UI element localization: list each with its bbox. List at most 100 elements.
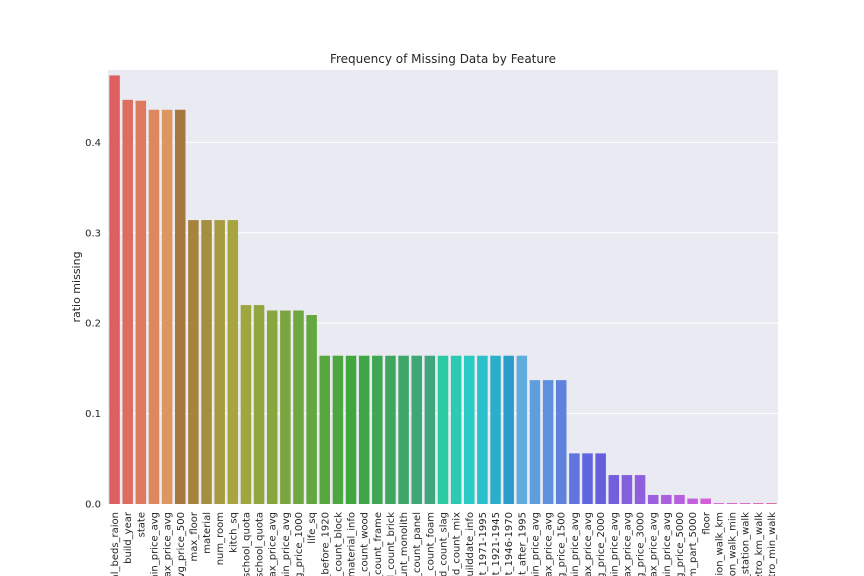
- x-tick-label: builddate_info: [465, 512, 476, 576]
- bar: [266, 310, 278, 504]
- x-tick-label: max_price_avg: [649, 512, 660, 576]
- bar: [621, 475, 633, 504]
- bar: [674, 494, 685, 504]
- bar: [464, 355, 475, 504]
- x-tick-label: min_price_avg: [570, 512, 581, 576]
- x-tick-label: unt_1946-1970: [504, 512, 515, 576]
- y-tick-label: 0.3: [85, 228, 101, 239]
- x-tick-label: avg_price_500: [176, 512, 187, 576]
- x-tick-label: l_material_info: [347, 512, 358, 576]
- x-tick-label: tation_walk_km: [714, 512, 725, 576]
- bar: [345, 355, 357, 504]
- bar: [201, 220, 212, 504]
- bars: [109, 75, 777, 505]
- x-tick-label: avg_price_1000: [294, 512, 305, 576]
- y-tick-label: 0.2: [85, 319, 101, 330]
- x-tick-label: min_price_avg: [530, 512, 541, 576]
- x-tick-label: max_price_avg: [268, 512, 279, 576]
- bar: [687, 498, 698, 504]
- x-tick-label: max_price_avg: [163, 512, 174, 576]
- x-tick-label: min_price_avg: [609, 512, 620, 576]
- x-tick-label: om_part_5000: [688, 512, 699, 576]
- bar: [726, 503, 738, 504]
- bar: [516, 355, 528, 504]
- bar: [503, 355, 514, 504]
- x-tick-label: d_count_panel: [412, 512, 423, 576]
- x-tick-label: ation_walk_min: [728, 512, 739, 576]
- x-tick-label: build_year: [123, 511, 134, 564]
- bar: [753, 503, 764, 504]
- bar: [306, 315, 317, 504]
- x-tick-label: _station_walk: [741, 512, 752, 576]
- x-tick-label: avg_price_3000: [636, 512, 647, 576]
- x-tick-labels: al_beds_raion build_year state min_price_av…: [110, 511, 778, 576]
- bar: [332, 355, 344, 504]
- x-tick-label: unt_1921-1945: [491, 512, 502, 576]
- x-tick-label: floor: [701, 511, 712, 535]
- x-tick-label: life_sq: [307, 512, 318, 544]
- bar: [227, 220, 239, 504]
- x-tick-label: eschool_quota: [241, 512, 252, 576]
- bar: [240, 305, 252, 504]
- x-tick-label: d_count_foam: [425, 512, 436, 576]
- bar: [582, 453, 593, 504]
- bar: [661, 494, 672, 504]
- bar: [647, 494, 659, 504]
- bar: [437, 355, 449, 504]
- bar: [358, 355, 370, 504]
- y-tick-labels: 0.0 0.1 0.2 0.3 0.4: [85, 138, 101, 511]
- y-tick-label: 0.0: [85, 500, 101, 511]
- x-tick-label: max_price_avg: [544, 512, 555, 576]
- bar: [385, 355, 396, 504]
- x-tick-label: min_price_avg: [281, 512, 292, 576]
- bar: [122, 99, 133, 504]
- bar: [555, 380, 567, 504]
- bar: [700, 498, 711, 504]
- x-tick-label: material: [202, 512, 213, 554]
- bar: [214, 220, 225, 504]
- bar: [739, 503, 751, 504]
- x-tick-label: num_room: [215, 512, 226, 565]
- x-tick-label: l_count_frame: [373, 512, 384, 576]
- bar: [135, 100, 147, 505]
- x-tick-label: l_before_1920: [320, 512, 331, 576]
- bar: [529, 380, 541, 504]
- bar: [372, 355, 383, 504]
- bar: [569, 453, 580, 504]
- bar: [109, 75, 120, 505]
- bar: [411, 355, 422, 504]
- x-tick-label: d_count_brick: [386, 512, 397, 576]
- x-tick-label: max_price_avg: [622, 512, 633, 576]
- bar: [477, 355, 488, 504]
- y-tick-label: 0.4: [85, 138, 101, 149]
- x-tick-label: school_quota: [255, 512, 266, 576]
- x-tick-label: avg_price_1500: [557, 512, 568, 576]
- x-tick-label: count_monolith: [399, 512, 410, 576]
- x-tick-label: max_floor: [189, 511, 200, 561]
- bar: [766, 503, 777, 504]
- x-tick-label: kitch_sq: [228, 512, 239, 553]
- x-tick-label: min_price_avg: [149, 512, 160, 576]
- x-tick-label: unt_after_1995: [517, 512, 528, 576]
- bar: [188, 220, 199, 504]
- bar: [450, 355, 462, 504]
- bar: [424, 355, 436, 504]
- y-tick-label: 0.1: [85, 409, 101, 420]
- x-tick-label: state: [136, 512, 147, 537]
- x-tick-label: etro_min_walk: [767, 512, 778, 576]
- bar: [634, 475, 646, 504]
- x-tick-label: max_price_avg: [583, 512, 594, 576]
- x-tick-label: d_count_slag: [439, 512, 450, 576]
- x-tick-label: unt_1971-1995: [478, 512, 489, 576]
- bar: [713, 503, 725, 504]
- x-tick-label: ild_count_mix: [452, 512, 463, 576]
- bar: [253, 305, 265, 504]
- bar: [398, 355, 409, 504]
- bar: [175, 109, 186, 504]
- bar: [595, 453, 606, 504]
- x-tick-label: d_count_block: [333, 512, 344, 576]
- bar: [280, 310, 291, 504]
- x-tick-label: etro_km_walk: [754, 512, 765, 576]
- x-tick-label: min_price_avg: [662, 512, 673, 576]
